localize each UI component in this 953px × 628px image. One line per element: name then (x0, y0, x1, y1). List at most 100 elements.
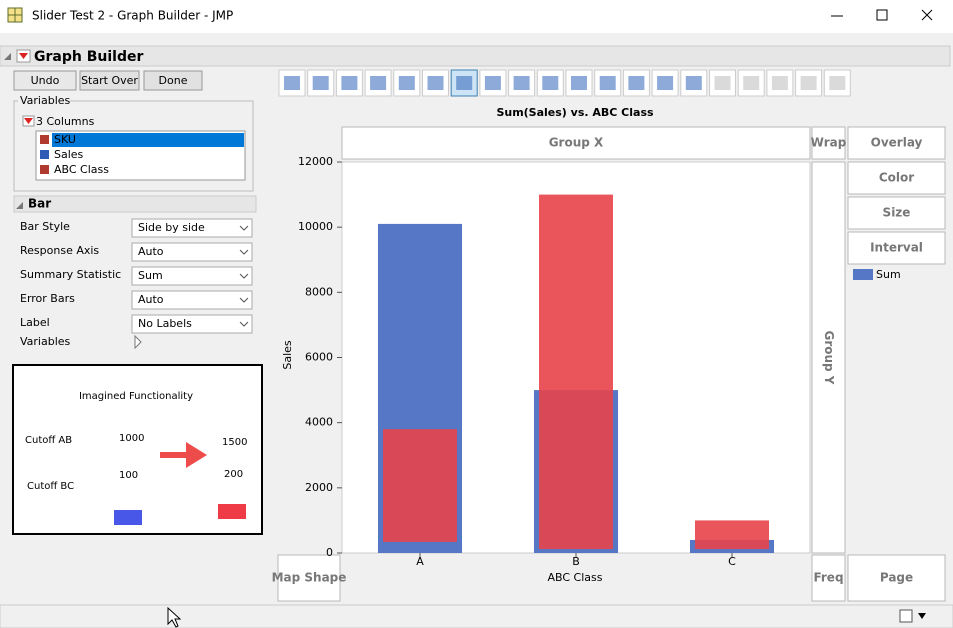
blue-swatch (114, 510, 142, 525)
column-icon (40, 165, 49, 174)
dropdown[interactable] (131, 266, 253, 286)
drop-zone[interactable] (847, 196, 946, 230)
annotation-to: 1500 (222, 437, 247, 448)
close[interactable] (921, 9, 933, 21)
button[interactable] (79, 70, 140, 91)
highlight-bar (539, 194, 613, 550)
icon-glyph (341, 76, 358, 90)
column-icon (40, 150, 49, 159)
y-tick-label: 12000 (298, 155, 333, 168)
chart-title: Sum(Sales) vs. ABC Class (496, 106, 654, 119)
legend-swatch (853, 269, 873, 280)
drop-zone-label: Interval (870, 241, 923, 255)
annotation-label: Cutoff BC (27, 481, 74, 492)
dropdown[interactable] (131, 242, 253, 262)
highlight-bar (695, 520, 769, 550)
icon-glyph (657, 76, 674, 90)
collapse-icon[interactable] (16, 202, 23, 209)
annotation-label: Cutoff AB (25, 435, 72, 446)
annotation-from: 1000 (119, 433, 144, 444)
option-label: Summary Statistic (20, 268, 121, 281)
chart-type-icon[interactable] (680, 69, 708, 97)
option-label: Bar Style (20, 220, 70, 233)
cursor (167, 606, 182, 628)
dropdown-arrow (239, 249, 249, 255)
y-tick-label: 4000 (305, 416, 333, 429)
dropdown[interactable] (131, 218, 253, 238)
icon-glyph (370, 76, 387, 90)
button[interactable] (13, 70, 77, 91)
chart-type-icon[interactable] (422, 69, 449, 97)
icon-glyph (599, 76, 616, 90)
annotation-from: 100 (119, 470, 138, 481)
expand-arrow[interactable] (134, 334, 142, 350)
icon-glyph (771, 76, 788, 90)
option-label: Error Bars (20, 292, 75, 305)
icon-glyph (312, 76, 329, 90)
drop-zone[interactable] (811, 161, 846, 554)
drop-zone[interactable] (341, 126, 811, 160)
y-axis-label: Sales (281, 340, 294, 370)
option-label: Label (20, 316, 50, 329)
icon-glyph (284, 76, 300, 90)
variables-label: Variables (20, 335, 71, 348)
icon-glyph (800, 76, 817, 90)
maximize[interactable] (876, 9, 888, 21)
drop-zone[interactable] (277, 554, 341, 602)
dropdown-value: Sum (138, 269, 163, 282)
icon-glyph (513, 76, 530, 90)
icon-glyph (829, 76, 846, 90)
status-arrow[interactable] (918, 613, 926, 619)
x-axis-label: ABC Class (548, 571, 603, 584)
column-name[interactable]: SKU (54, 133, 76, 146)
status-bar (0, 604, 953, 628)
drop-zone[interactable] (811, 554, 846, 602)
dropdown-arrow (239, 321, 249, 327)
group-label-bg (18, 95, 70, 107)
drop-zone[interactable] (847, 126, 946, 160)
red-swatch (218, 504, 246, 519)
y-tick-label: 0 (326, 546, 333, 559)
drop-zone-label: Color (879, 171, 914, 185)
bar-title: Bar (28, 197, 51, 211)
button[interactable] (143, 70, 203, 91)
y-tick-label: 8000 (305, 285, 333, 298)
icon-glyph (398, 76, 415, 90)
dropdown-arrow (239, 273, 249, 279)
drop-zone[interactable] (847, 161, 946, 195)
icon-glyph (427, 76, 444, 90)
app-icon-grid (8, 8, 22, 22)
drop-zone[interactable] (847, 231, 946, 265)
dropdown[interactable] (131, 314, 253, 334)
dropdown[interactable] (131, 290, 253, 310)
drop-zone[interactable] (847, 554, 946, 602)
drop-zone-label: Page (880, 571, 913, 585)
chart-type-icon[interactable] (766, 69, 794, 97)
icon-glyph (484, 76, 501, 90)
variables-group (13, 100, 254, 192)
button-label: Start Over (81, 74, 138, 87)
annotation-title: Imagined Functionality (79, 391, 193, 402)
icon-glyph (714, 76, 731, 90)
drop-zone[interactable] (811, 126, 846, 160)
column-name[interactable]: Sales (54, 148, 84, 161)
drop-zone-label: Size (883, 206, 911, 220)
panel-title: Graph Builder (34, 49, 143, 65)
button-label: Undo (31, 74, 60, 87)
chart-type-icon[interactable] (737, 69, 765, 97)
icon-glyph (571, 76, 587, 90)
column-icon (40, 135, 49, 144)
columns-label: 3 Columns (36, 115, 95, 128)
dropdown-value: Auto (138, 293, 164, 306)
annotation-to: 200 (224, 469, 243, 480)
y-tick-label: 6000 (305, 351, 333, 364)
icon-glyph (542, 76, 559, 90)
drop-zone-label: Overlay (871, 136, 923, 150)
drop-zone-label: Wrap (811, 136, 847, 150)
button-label: Done (159, 74, 188, 87)
title-bar (0, 0, 953, 33)
column-name[interactable]: ABC Class (54, 163, 109, 176)
collapse-icon[interactable] (4, 53, 11, 60)
status-box[interactable] (899, 609, 913, 623)
